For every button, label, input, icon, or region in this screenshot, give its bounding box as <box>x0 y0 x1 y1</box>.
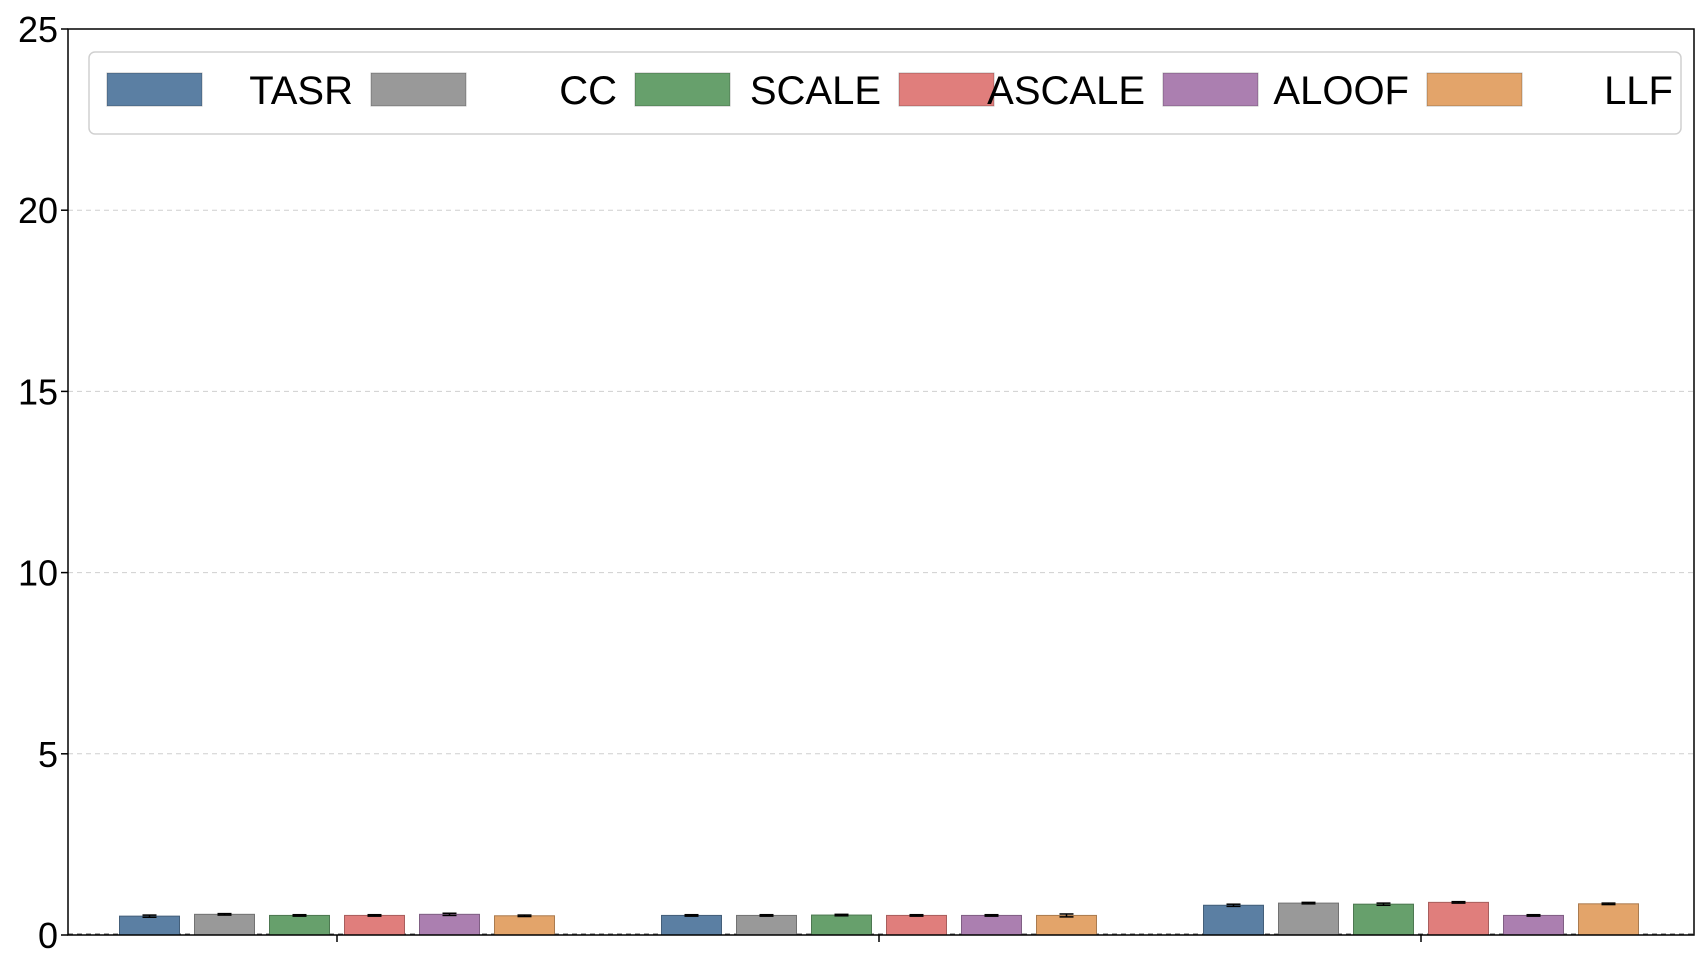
bar-llf <box>1578 903 1639 936</box>
legend-label-llf: LLF <box>1604 69 1673 113</box>
legend: TASR CC SCALE ASCALE ALOOF LLF <box>88 51 1682 135</box>
bar-tasr <box>1203 904 1264 936</box>
legend-label-cc: CC <box>559 69 617 113</box>
bar-ascale <box>344 914 405 936</box>
bar-aloof <box>961 914 1022 936</box>
bar-llf <box>494 915 555 936</box>
bar-scale <box>1353 903 1414 936</box>
bar-scale <box>811 914 872 936</box>
legend-frame <box>88 51 1682 135</box>
legend-swatch-llf <box>1426 72 1523 107</box>
bar-tasr <box>661 914 722 936</box>
bar-cc <box>1278 902 1339 936</box>
y-tick-label: 10 <box>18 553 58 594</box>
legend-label-scale: SCALE <box>750 69 881 113</box>
grid-lines <box>68 209 1694 935</box>
bar-ascale <box>886 914 947 936</box>
legend-swatch-ascale <box>898 72 995 107</box>
legend-label-ascale: ASCALE <box>987 69 1145 113</box>
legend-label-tasr: TASR <box>249 69 353 113</box>
bar-tasr <box>119 915 180 936</box>
legend-swatch-cc <box>370 72 467 107</box>
legend-swatch-aloof <box>1162 72 1259 107</box>
bar-cc <box>194 913 255 936</box>
plot-frame <box>67 28 1695 936</box>
bar-cc <box>736 914 797 936</box>
bar-llf <box>1036 914 1097 936</box>
y-tick-label: 15 <box>18 371 58 412</box>
legend-label-aloof: ALOOF <box>1273 69 1409 113</box>
y-tick-label: 25 <box>18 9 58 50</box>
bars <box>119 900 1639 936</box>
bar-aloof <box>419 913 480 936</box>
bar-scale <box>269 914 330 936</box>
legend-swatch-tasr <box>106 72 203 107</box>
axes <box>67 28 1695 936</box>
legend-swatch-scale <box>634 72 731 107</box>
bar-ascale <box>1428 901 1489 936</box>
bar-aloof <box>1503 914 1564 936</box>
y-tick-label: 5 <box>38 734 58 775</box>
y-tick-label: 20 <box>18 190 58 231</box>
y-tick-label: 0 <box>38 915 58 956</box>
y-axis-ticks: 0 5 10 15 20 25 <box>18 9 1422 956</box>
